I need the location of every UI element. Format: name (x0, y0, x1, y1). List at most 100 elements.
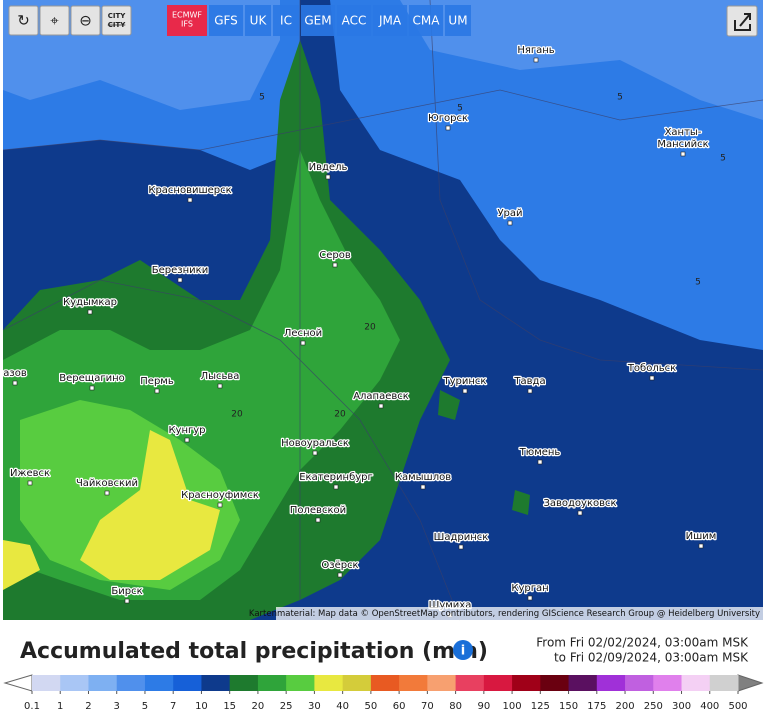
city-dot (458, 544, 464, 550)
legend-label: 40 (336, 701, 349, 712)
city-label: Заводоуковск (543, 498, 616, 509)
model-button[interactable] (167, 5, 207, 36)
city-dot (27, 480, 33, 486)
legend-swatch (116, 675, 146, 691)
city-label: Камышлов (395, 472, 451, 483)
city-dot (300, 340, 306, 346)
legend-label: 20 (252, 701, 265, 712)
legend-label: 100 (503, 701, 522, 712)
model-button-label: CMA (413, 14, 441, 28)
model-button[interactable] (245, 5, 271, 36)
city-label: Кудымкар (63, 297, 117, 308)
attribution-bg (276, 607, 763, 620)
city-label: Полевской (290, 505, 346, 516)
city-label: Лесной (284, 328, 322, 339)
city-dot (462, 388, 468, 394)
city-label: Тобольск (627, 363, 676, 374)
date-from: From Fri 02/02/2024, 03:00am MSK (536, 636, 749, 650)
date-to: to Fri 02/09/2024, 03:00am MSK (554, 651, 749, 665)
city-label: Красновишерск (148, 185, 231, 196)
legend-label: 0.1 (24, 701, 40, 712)
city-dot (533, 57, 539, 63)
legend-swatch (286, 675, 315, 691)
city-dot (577, 510, 583, 516)
legend-label: 10 (195, 701, 208, 712)
legend-label: 250 (644, 701, 663, 712)
tool-button[interactable] (70, 5, 101, 36)
legend-label: 1 (57, 701, 63, 712)
city-label: Нягань (517, 45, 554, 56)
contour-label: 20 (334, 410, 346, 420)
city-dot (89, 385, 95, 391)
contour-label: 5 (695, 278, 701, 288)
model-button-label: UM (448, 14, 467, 28)
legend-label: 125 (531, 701, 550, 712)
legend-label: 30 (308, 701, 321, 712)
city-dot (87, 309, 93, 315)
tool-icon: ↻ (17, 12, 30, 30)
city-dot (507, 220, 513, 226)
model-button[interactable] (337, 5, 371, 36)
contour-label: 5 (457, 104, 463, 114)
city-dot (104, 490, 110, 496)
city-label: Мансийск (657, 139, 708, 150)
city-label: Шадринск (434, 532, 489, 543)
city-dot (177, 277, 183, 283)
model-button[interactable] (301, 5, 335, 36)
legend-swatch (512, 675, 541, 691)
legend-swatch (201, 675, 231, 691)
city-label: азов (3, 368, 27, 379)
legend-label: 70 (421, 701, 434, 712)
tool-button[interactable] (8, 5, 39, 36)
city-label: Курган (511, 583, 548, 594)
city-label: Тюмень (519, 447, 561, 458)
model-button[interactable] (209, 5, 243, 36)
city-label: Березники (152, 265, 208, 276)
tool-button[interactable] (39, 5, 70, 36)
legend-label: 15 (223, 701, 236, 712)
legend-label: 500 (728, 701, 747, 712)
model-button[interactable] (445, 5, 471, 36)
legend-swatch (173, 675, 202, 691)
legend-swatch (427, 675, 457, 691)
model-button[interactable] (373, 5, 407, 36)
legend-swatch (596, 675, 626, 691)
city-dot (527, 595, 533, 601)
contour-label: 20 (231, 410, 243, 420)
city-dot (332, 262, 338, 268)
city-label: Тавда (513, 376, 545, 387)
model-button[interactable] (409, 5, 443, 36)
city-label: Кунгур (168, 425, 205, 436)
legend-swatch (60, 675, 89, 691)
model-button-label: GFS (214, 14, 238, 28)
share-button[interactable] (726, 5, 758, 37)
info-icon[interactable] (453, 640, 473, 660)
legend-swatch (342, 675, 372, 691)
city-label: Урай (497, 208, 522, 219)
city-button[interactable] (101, 5, 132, 36)
city-label: Озёрск (321, 560, 358, 571)
map (2, 0, 764, 621)
legend-swatch (32, 675, 61, 691)
legend-swatch (370, 675, 400, 691)
city-dot (12, 380, 18, 386)
legend-swatch (568, 675, 598, 691)
legend-swatch (229, 675, 259, 691)
legend-label: 150 (559, 701, 578, 712)
attribution: Kartenmaterial: Map data © OpenStreetMap… (249, 609, 760, 619)
city-dot (315, 517, 321, 523)
model-button[interactable] (273, 5, 299, 36)
model-button-label: JMA (378, 14, 402, 28)
city-dot (217, 502, 223, 508)
city-label: Верещагино (59, 373, 124, 384)
model-button-label: ECMWF (172, 11, 202, 20)
model-button-label: IFS (181, 20, 193, 29)
legend-label: 90 (477, 701, 490, 712)
legend-label: 300 (672, 701, 691, 712)
contour-label: 20 (364, 323, 376, 333)
legend-swatch (709, 675, 739, 691)
info-icon-glyph: i (461, 644, 465, 659)
city-label: Бирск (111, 586, 142, 597)
city-label: Новоуральск (281, 438, 349, 449)
